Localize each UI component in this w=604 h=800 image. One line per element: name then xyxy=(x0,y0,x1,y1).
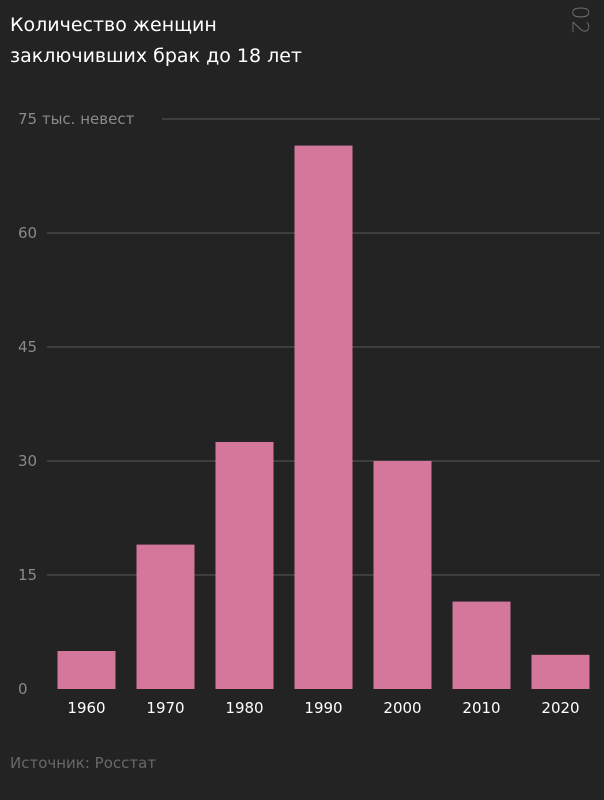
x-tick-label: 2020 xyxy=(541,699,579,717)
y-tick-label: 0 xyxy=(18,680,28,698)
bar-1970 xyxy=(136,544,195,689)
y-tick-label: 30 xyxy=(18,452,37,470)
y-tick-label: 60 xyxy=(18,224,37,242)
y-tick-label: 75 тыс. невест xyxy=(18,110,135,128)
x-tick-label: 1960 xyxy=(67,699,105,717)
x-tick-label: 1990 xyxy=(304,699,342,717)
bar-1960 xyxy=(57,651,116,689)
x-tick-label: 2000 xyxy=(383,699,421,717)
bar-1990 xyxy=(294,145,353,690)
y-tick-label: 15 xyxy=(18,566,37,584)
chart-title: Количество женщин заключивших брак до 18… xyxy=(10,10,302,72)
bar-2020 xyxy=(531,654,590,689)
source-note: Источник: Росстат xyxy=(10,754,157,772)
title-line-1: Количество женщин xyxy=(10,14,217,36)
bar-layer xyxy=(57,145,590,690)
x-tick-label: 1980 xyxy=(225,699,263,717)
x-tick-label: 1970 xyxy=(146,699,184,717)
x-tick-label: 2010 xyxy=(462,699,500,717)
bar-2000 xyxy=(373,461,432,689)
title-line-2: заключивших брак до 18 лет xyxy=(10,45,303,67)
bar-2010 xyxy=(452,601,511,689)
bar-1980 xyxy=(215,442,274,689)
y-tick-label: 45 xyxy=(18,338,37,356)
x-axis: 1960 1970 1980 1990 2000 2010 2020 xyxy=(67,699,579,717)
